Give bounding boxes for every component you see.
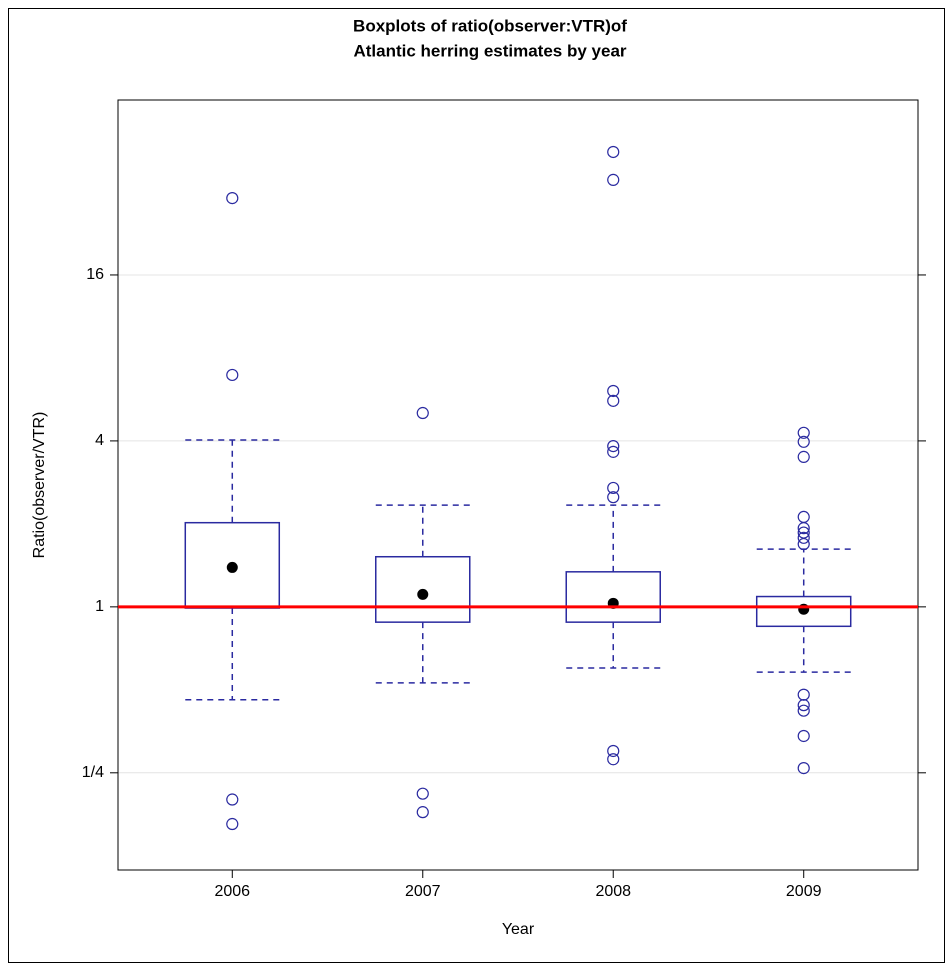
outlier [226, 817, 239, 831]
chart-title: Atlantic herring estimates by year [353, 41, 626, 60]
outlier [226, 192, 239, 205]
x-tick-label: 2007 [405, 883, 441, 900]
outlier [797, 531, 810, 544]
box [565, 571, 661, 623]
box [755, 595, 852, 628]
x-axis-label: Year [502, 921, 535, 938]
outlier [797, 762, 810, 775]
x-tick-label: 2009 [786, 883, 822, 900]
outlier [226, 793, 239, 806]
frame [8, 8, 945, 963]
outlier [607, 145, 620, 159]
outlier [797, 435, 810, 448]
outlier [607, 491, 620, 504]
outlier [607, 481, 620, 495]
y-tick-label: 1/4 [82, 764, 104, 781]
outlier [607, 753, 620, 766]
outlier [607, 744, 620, 758]
outlier [797, 537, 810, 551]
outlier [607, 173, 620, 186]
median-dot [226, 561, 238, 573]
chart-title: Boxplots of ratio(observer:VTR)of [353, 16, 627, 35]
y-tick-label: 4 [95, 432, 104, 449]
x-tick-label: 2006 [214, 883, 250, 900]
outlier [797, 704, 810, 717]
outlier [797, 522, 810, 535]
outlier [607, 445, 620, 458]
outlier [416, 787, 429, 800]
outlier [226, 368, 239, 382]
median-dot [417, 588, 429, 600]
box [375, 555, 471, 623]
x-tick-label: 2008 [595, 883, 631, 900]
outlier [607, 384, 620, 398]
outlier [416, 806, 429, 819]
outlier [797, 699, 810, 712]
outlier [797, 426, 810, 439]
outlier [797, 729, 810, 743]
y-axis-label: Ratio(observer/VTR) [31, 412, 48, 559]
y-tick-label: 1 [95, 598, 104, 615]
outlier [607, 394, 620, 407]
outlier [607, 440, 620, 453]
y-tick-label: 16 [86, 266, 104, 283]
outlier [797, 450, 810, 463]
plot-frame [117, 99, 919, 871]
outlier [416, 406, 429, 420]
